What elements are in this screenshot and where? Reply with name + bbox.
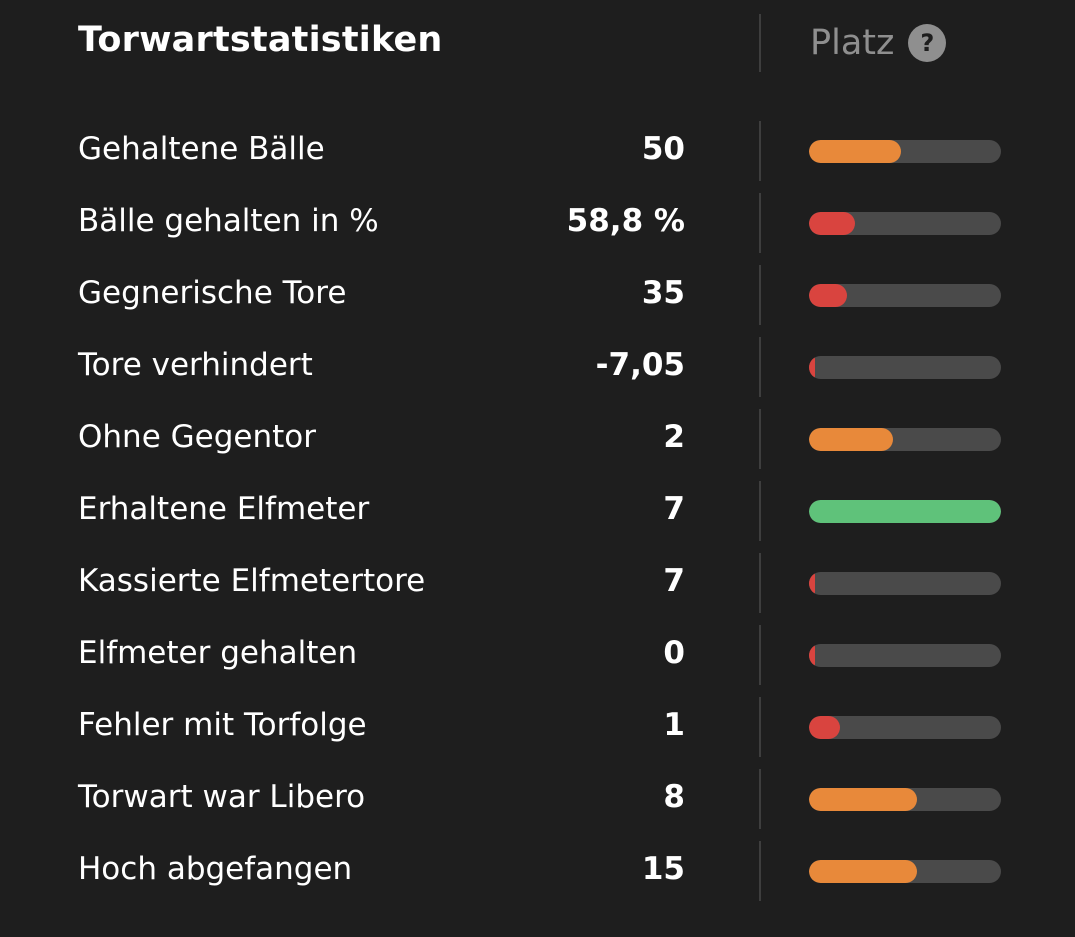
row-divider [759, 409, 761, 469]
stat-value: 2 [663, 419, 685, 455]
rank-bar-fill [809, 644, 815, 667]
stat-value: 0 [663, 635, 685, 671]
row-divider [759, 193, 761, 253]
rank-bar-fill [809, 356, 815, 379]
row-divider [759, 121, 761, 181]
stats-header: Torwartstatistiken Platz ? [0, 0, 1075, 90]
rank-bar [809, 356, 1001, 379]
row-divider [759, 553, 761, 613]
stat-label: Hoch abgefangen [78, 851, 353, 887]
rank-bar-fill [809, 140, 901, 163]
rank-bar [809, 140, 1001, 163]
row-divider [759, 769, 761, 829]
rank-bar [809, 500, 1001, 523]
stat-label: Elfmeter gehalten [78, 635, 358, 671]
stat-label: Kassierte Elfmetertore [78, 563, 426, 599]
rank-bar-fill [809, 572, 815, 595]
stat-row: Kassierte Elfmetertore 7 [0, 553, 1075, 613]
rank-bar-fill [809, 860, 917, 883]
rank-bar [809, 212, 1001, 235]
rank-bar-fill [809, 212, 855, 235]
stat-row: Erhaltene Elfmeter 7 [0, 481, 1075, 541]
stat-label: Fehler mit Torfolge [78, 707, 367, 743]
row-divider [759, 265, 761, 325]
stat-label: Torwart war Libero [78, 779, 366, 815]
rank-bar-fill [809, 428, 893, 451]
rank-bar-fill [809, 284, 847, 307]
row-divider [759, 481, 761, 541]
rank-label: Platz [810, 23, 895, 63]
rank-bar [809, 572, 1001, 595]
stat-value: 58,8 % [566, 203, 685, 239]
stat-value: 8 [663, 779, 685, 815]
row-divider [759, 841, 761, 901]
rank-bar-fill [809, 500, 1001, 523]
stat-label: Tore verhindert [78, 347, 313, 383]
rank-bar [809, 788, 1001, 811]
row-divider [759, 625, 761, 685]
stat-value: 35 [641, 275, 685, 311]
stat-value: 15 [641, 851, 685, 887]
question-mark-icon[interactable]: ? [908, 24, 947, 62]
stat-row: Gehaltene Bälle 50 [0, 121, 1075, 181]
rank-bar [809, 860, 1001, 883]
stat-value: 7 [663, 563, 685, 599]
rank-column-header: Platz ? [810, 20, 947, 66]
stat-row: Torwart war Libero 8 [0, 769, 1075, 829]
panel-title: Torwartstatistiken [78, 20, 443, 60]
stat-value: 7 [663, 491, 685, 527]
stat-label: Bälle gehalten in % [78, 203, 379, 239]
stat-row: Ohne Gegentor 2 [0, 409, 1075, 469]
stat-value: 50 [641, 131, 685, 167]
stat-row: Gegnerische Tore 35 [0, 265, 1075, 325]
stat-value: -7,05 [595, 347, 685, 383]
rank-bar [809, 644, 1001, 667]
row-divider [759, 337, 761, 397]
rank-bar-fill [809, 788, 917, 811]
stat-row: Hoch abgefangen 15 [0, 841, 1075, 901]
header-divider [759, 14, 761, 72]
stat-row: Tore verhindert -7,05 [0, 337, 1075, 397]
stat-row: Bälle gehalten in % 58,8 % [0, 193, 1075, 253]
stat-label: Ohne Gegentor [78, 419, 316, 455]
stat-row: Fehler mit Torfolge 1 [0, 697, 1075, 757]
rank-bar [809, 428, 1001, 451]
stat-label: Gehaltene Bälle [78, 131, 325, 167]
stat-value: 1 [663, 707, 685, 743]
stat-label: Gegnerische Tore [78, 275, 347, 311]
stat-row: Elfmeter gehalten 0 [0, 625, 1075, 685]
rank-bar [809, 284, 1001, 307]
row-divider [759, 697, 761, 757]
rank-bar [809, 716, 1001, 739]
stat-label: Erhaltene Elfmeter [78, 491, 370, 527]
rank-bar-fill [809, 716, 840, 739]
